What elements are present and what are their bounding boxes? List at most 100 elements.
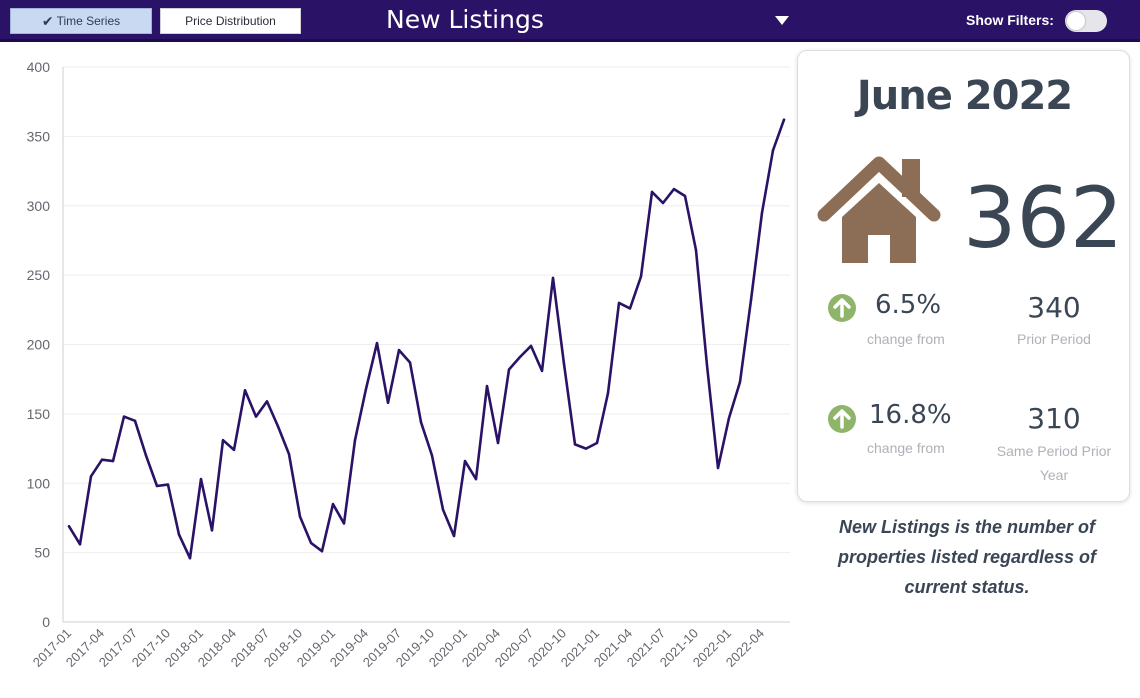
same-period-label: Same Period Prior Year [989,439,1119,487]
data-point [507,368,511,371]
data-point [617,301,621,305]
tab-price-distribution[interactable]: Price Distribution [160,8,301,34]
data-point [551,276,555,280]
summary-card: June 2022 362 6.5% change from 340 Prior… [797,50,1130,502]
data-point [441,508,445,511]
data-point [408,361,412,364]
same-period-label-line2: Year [1039,467,1069,483]
arrow-up-icon [828,405,856,433]
tab-time-series-label: Time Series [56,14,121,28]
data-point [78,543,82,546]
data-point [276,425,280,428]
data-point [199,477,203,481]
data-point [89,475,93,478]
data-point [716,466,720,470]
summary-period: June 2022 [856,73,1073,119]
year-change-percent: 16.8% [869,400,952,430]
y-tick-label: 200 [27,337,51,353]
show-filters-label: Show Filters: [966,12,1054,28]
data-point [518,355,522,359]
data-point [661,201,665,205]
current-value: 362 [963,169,1124,267]
data-point [463,459,467,463]
prior-change-label: change from [867,331,945,347]
data-point [705,364,709,367]
data-point [111,459,115,463]
data-point [320,550,324,553]
page-title: New Listings [386,5,544,34]
same-period-value: 310 [1027,402,1081,435]
y-tick-label: 100 [27,475,51,491]
show-filters-toggle[interactable] [1065,10,1107,32]
data-point [738,380,742,384]
data-point [672,187,676,191]
data-point [771,149,775,152]
data-point [287,452,291,456]
data-point [309,541,313,545]
data-point [529,344,533,348]
data-point [298,515,302,518]
data-point [375,341,379,345]
data-point [496,441,500,445]
same-period-label-line1: Same Period Prior [996,443,1112,459]
y-tick-label: 250 [27,267,51,283]
year-change-label: change from [867,440,945,456]
data-point [419,421,423,424]
tab-time-series[interactable]: ✔ Time Series [10,8,152,34]
house-icon [817,156,941,263]
data-point [133,419,137,422]
y-tick-label: 400 [27,59,51,75]
y-tick-label: 0 [42,614,50,630]
data-point [782,118,786,121]
prior-change-percent: 6.5% [875,290,942,320]
data-point [760,211,764,214]
prior-period-label: Prior Period [1017,331,1091,347]
arrow-up-icon [828,294,856,322]
data-point [331,502,335,506]
data-point [452,534,456,538]
top-bar: ✔ Time Series Price Distribution New Lis… [0,0,1140,42]
metric-description: New Listings is the number of properties… [837,517,1097,597]
y-tick-label: 350 [27,128,51,144]
data-point [155,484,159,488]
data-point [606,391,610,395]
data-point [122,415,126,418]
data-point [342,522,346,525]
data-point [430,454,434,457]
check-icon: ✔ [41,12,54,29]
data-point [144,454,148,457]
data-point [683,194,687,198]
data-point [232,448,236,452]
data-point [100,458,104,461]
data-point [265,400,269,403]
data-point [474,477,478,481]
line-chart: 0501001502002503003504002017-012017-0420… [27,59,790,670]
series-line [67,118,786,560]
data-point [254,415,258,418]
data-point [243,389,247,392]
data-point [188,557,192,560]
data-point [628,307,632,310]
data-point [67,525,71,528]
data-point [166,483,170,486]
data-point [221,439,225,442]
prior-period-value: 340 [1027,291,1081,324]
data-point [364,387,368,391]
data-point [650,190,654,194]
y-tick-label: 150 [27,406,51,422]
data-point [727,416,731,420]
data-point [595,441,599,445]
data-point [562,362,566,366]
data-point [749,298,753,302]
data-point [639,275,643,278]
y-tick-label: 300 [27,198,51,214]
chevron-down-icon[interactable] [775,16,789,25]
data-point [584,447,588,450]
data-point [397,348,401,352]
data-point [210,529,214,532]
data-point [353,439,357,442]
data-point [177,533,181,536]
data-point [540,369,544,373]
data-point [694,248,698,252]
y-tick-label: 50 [34,545,50,561]
